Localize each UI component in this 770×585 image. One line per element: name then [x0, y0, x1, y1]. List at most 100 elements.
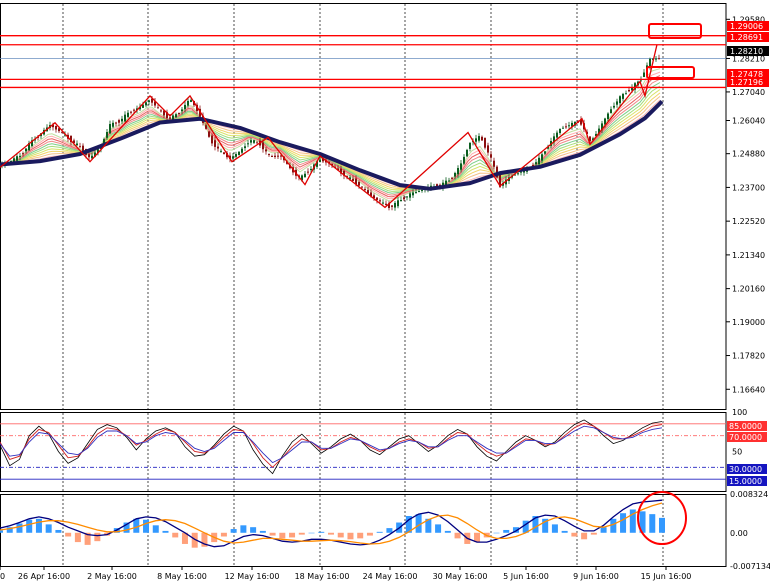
osc-level-label: 15.0000 — [729, 477, 762, 486]
candle-body — [88, 154, 90, 158]
moving-average-line — [0, 99, 664, 191]
candle-body — [517, 173, 519, 175]
price-level-tag — [727, 21, 769, 31]
candle-body — [22, 153, 24, 155]
time-label: 2 May 16:00 — [87, 572, 137, 581]
candle-body — [337, 168, 339, 171]
macd-tick-label: -0.007134 — [730, 562, 770, 571]
candle-body — [232, 156, 234, 159]
candle-body — [97, 149, 99, 154]
candle-body — [364, 188, 366, 190]
candle-body — [349, 177, 351, 180]
time-label: 0 — [0, 572, 5, 581]
oscillator-panel[interactable]: 100 50 85.0000 70.0000 30.0000 15.0000 — [0, 408, 767, 492]
candle-body — [109, 124, 111, 134]
macd-histogram-bar — [6, 527, 13, 533]
candle-body — [175, 114, 177, 118]
candle-body — [568, 125, 570, 127]
macd-histogram-bar — [143, 519, 150, 533]
candle-body — [139, 106, 141, 110]
candle-body — [25, 148, 27, 152]
macd-frame — [0, 494, 727, 567]
price-panel[interactable]: 1.29580 1.28210 1.27040 1.26040 1.24880 1.237… — [0, 3, 769, 410]
macd-histogram-bar — [649, 514, 656, 533]
candle-body — [403, 197, 405, 200]
macd-histogram-bar — [561, 530, 568, 533]
candle-body — [241, 148, 243, 153]
candle-body — [421, 189, 423, 191]
macd-panel[interactable]: 0.008324 0.00 -0.007134 — [0, 490, 770, 571]
candle-body — [520, 171, 522, 173]
candle-body — [217, 146, 219, 149]
macd-histogram-bar — [181, 532, 188, 544]
candle-body — [475, 138, 477, 142]
candle-body — [172, 115, 174, 122]
highlight-circle — [637, 491, 687, 545]
candle-body — [61, 132, 63, 134]
macd-histogram-bar — [415, 514, 422, 533]
macd-histogram-bar — [279, 532, 286, 539]
macd-histogram-bar — [337, 532, 344, 538]
candle-body — [490, 154, 492, 158]
zigzag-line — [0, 44, 658, 209]
candle-body — [76, 143, 78, 146]
macd-histogram-bar — [454, 532, 461, 539]
candle-body — [607, 113, 609, 120]
macd-histogram-bar — [532, 516, 539, 533]
candle-body — [400, 199, 402, 202]
macd-histogram-bar — [298, 532, 305, 535]
macd-histogram-bar — [94, 532, 101, 542]
candle-body — [397, 200, 399, 207]
price-tick-label: 1.16640 — [732, 385, 765, 394]
macd-histogram-bar — [659, 517, 665, 533]
candle-body — [91, 155, 93, 159]
macd-histogram-bar — [250, 527, 257, 533]
macd-histogram-bar — [328, 532, 334, 535]
candle-body — [301, 175, 303, 181]
macd-histogram-bar — [590, 532, 597, 535]
osc-level-tag — [727, 476, 767, 486]
time-label: 9 Jun 16:00 — [573, 572, 619, 581]
candle-body — [229, 155, 231, 159]
candle-body — [214, 140, 216, 147]
time-label: 18 May 16:00 — [295, 572, 350, 581]
candle-body — [634, 83, 636, 90]
candle-body — [448, 180, 450, 182]
price-level-label: 1.27478 — [730, 70, 763, 79]
macd-histogram-bar — [386, 528, 393, 533]
candle-body — [130, 111, 132, 113]
macd-histogram-bar — [639, 511, 646, 533]
time-axis: 0 26 Apr 16:00 2 May 16:00 8 May 16:00 12 Ma… — [0, 566, 691, 581]
candle-body — [79, 146, 81, 148]
candle-body — [532, 164, 534, 167]
candle-body — [121, 118, 123, 122]
candle-body — [205, 125, 207, 129]
price-tick-label: 1.26040 — [732, 117, 765, 126]
candle-body — [268, 154, 270, 156]
candle-body — [553, 136, 555, 143]
candle-body — [118, 120, 120, 123]
candle-body — [58, 128, 60, 132]
candle-body — [277, 155, 279, 157]
candle-body — [316, 161, 318, 167]
candle-body — [385, 203, 387, 205]
candle-body — [538, 157, 540, 165]
candle-body — [187, 100, 189, 106]
time-label: 12 May 16:00 — [225, 572, 280, 581]
candle-body — [55, 125, 57, 130]
candle-body — [151, 98, 153, 103]
candle-body — [655, 58, 657, 60]
candle-body — [271, 156, 273, 158]
price-level-tag — [727, 77, 769, 87]
price-frame — [0, 3, 727, 410]
candle-body — [589, 136, 591, 142]
candle-body — [178, 112, 180, 114]
candle-body — [10, 160, 12, 162]
price-level-label: 1.28691 — [730, 33, 763, 42]
macd-histogram-bar — [45, 524, 52, 533]
candle-body — [544, 151, 546, 154]
candle-body — [166, 112, 168, 119]
macd-histogram-bar — [318, 531, 325, 533]
candle-body — [643, 72, 645, 77]
